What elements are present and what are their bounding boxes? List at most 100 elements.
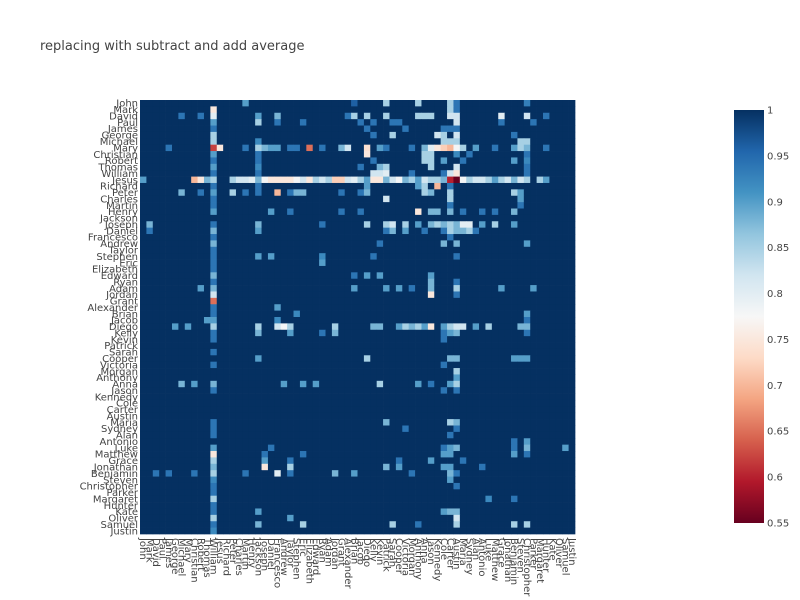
- heatmap-cell: [549, 527, 557, 535]
- heatmap-cell: [255, 406, 262, 414]
- heatmap-cell: [479, 182, 486, 190]
- heatmap-cell: [267, 291, 275, 299]
- heatmap-cell: [293, 527, 301, 535]
- heatmap-cell: [498, 234, 505, 241]
- heatmap-cell: [536, 272, 544, 280]
- heatmap-cell: [267, 348, 275, 356]
- heatmap-cell: [415, 514, 422, 522]
- heatmap-cell: [408, 451, 416, 458]
- heatmap-cell: [370, 348, 378, 356]
- heatmap-cell: [479, 246, 486, 254]
- heatmap-cell: [223, 208, 230, 216]
- heatmap-cell: [338, 278, 346, 286]
- heatmap-cell: [242, 323, 250, 331]
- heatmap-cell: [293, 329, 301, 337]
- heatmap-cell: [415, 329, 422, 337]
- heatmap-cell: [427, 144, 435, 152]
- heatmap-cell: [523, 253, 531, 260]
- heatmap-cell: [210, 182, 218, 190]
- heatmap-cell: [235, 527, 243, 535]
- heatmap-cell: [287, 368, 294, 375]
- heatmap-cell: [568, 310, 576, 318]
- heatmap-cell: [389, 495, 397, 503]
- heatmap-cell: [402, 476, 410, 484]
- heatmap-cell: [447, 380, 454, 388]
- heatmap-cell: [395, 182, 403, 190]
- heatmap-cell: [293, 195, 301, 203]
- heatmap-cell: [306, 482, 314, 490]
- heatmap-cell: [325, 387, 333, 394]
- heatmap-cell: [421, 514, 429, 522]
- heatmap-cell: [146, 438, 154, 445]
- heatmap-cell: [165, 412, 173, 420]
- heatmap-cell: [191, 119, 198, 126]
- heatmap-cell: [267, 253, 275, 260]
- heatmap-cell: [383, 144, 390, 152]
- heatmap-cell: [491, 444, 499, 452]
- heatmap-cell: [312, 387, 320, 394]
- heatmap-cell: [338, 106, 346, 114]
- heatmap-cell: [293, 100, 301, 107]
- heatmap-cell: [389, 438, 397, 445]
- heatmap-cell: [421, 502, 429, 509]
- heatmap-cell: [197, 259, 205, 267]
- heatmap-cell: [159, 170, 166, 177]
- heatmap-cell: [331, 297, 339, 305]
- heatmap-cell: [280, 387, 288, 394]
- heatmap-cell: [306, 138, 314, 146]
- heatmap-cell: [280, 189, 288, 197]
- heatmap-cell: [325, 259, 333, 267]
- heatmap-cell: [427, 297, 435, 305]
- heatmap-cell: [274, 323, 282, 331]
- heatmap-cell: [184, 412, 192, 420]
- heatmap-cell: [549, 176, 557, 184]
- heatmap-cell: [261, 368, 269, 375]
- heatmap-cell: [152, 336, 160, 343]
- heatmap-cell: [479, 419, 486, 426]
- heatmap-cell: [184, 297, 192, 305]
- heatmap-cell: [171, 355, 179, 363]
- x-tick-label: Kate: [547, 538, 558, 561]
- heatmap-cell: [427, 457, 435, 465]
- heatmap-cell: [280, 425, 288, 433]
- heatmap-cell: [210, 163, 218, 171]
- heatmap-cell: [491, 355, 499, 363]
- heatmap-cell: [287, 221, 294, 228]
- heatmap-cell: [351, 131, 358, 139]
- heatmap-cell: [466, 138, 473, 146]
- heatmap-cell: [357, 329, 365, 337]
- heatmap-cell: [203, 310, 211, 318]
- heatmap-cell: [555, 272, 563, 280]
- heatmap-cell: [287, 425, 294, 433]
- heatmap-cell: [261, 399, 269, 407]
- heatmap-cell: [159, 521, 166, 528]
- heatmap-cell: [280, 278, 288, 286]
- heatmap-cell: [351, 259, 358, 267]
- heatmap-cell: [165, 527, 173, 535]
- heatmap-cell: [306, 406, 314, 414]
- heatmap-cell: [562, 463, 569, 471]
- heatmap-cell: [210, 463, 218, 471]
- heatmap-cell: [440, 317, 448, 324]
- heatmap-cell: [472, 106, 480, 114]
- heatmap-cell: [140, 368, 147, 375]
- heatmap-cell: [447, 482, 454, 490]
- heatmap-cell: [447, 323, 454, 331]
- heatmap-cell: [203, 336, 211, 343]
- heatmap-cell: [555, 495, 563, 503]
- heatmap-cell: [485, 285, 493, 292]
- heatmap-cell: [447, 419, 454, 426]
- heatmap-cell: [248, 387, 256, 394]
- heatmap-cell: [549, 502, 557, 509]
- heatmap-cell: [293, 431, 301, 439]
- y-tick-label: Adam: [109, 284, 138, 295]
- heatmap-cell: [421, 297, 429, 305]
- heatmap-cell: [504, 508, 512, 516]
- x-tick-label: Martin: [240, 538, 251, 570]
- heatmap-cell: [197, 342, 205, 350]
- heatmap-cell: [306, 317, 314, 324]
- heatmap-cell: [216, 100, 224, 107]
- heatmap-cell: [306, 419, 314, 426]
- heatmap-cell: [415, 521, 422, 528]
- heatmap-cell: [152, 310, 160, 318]
